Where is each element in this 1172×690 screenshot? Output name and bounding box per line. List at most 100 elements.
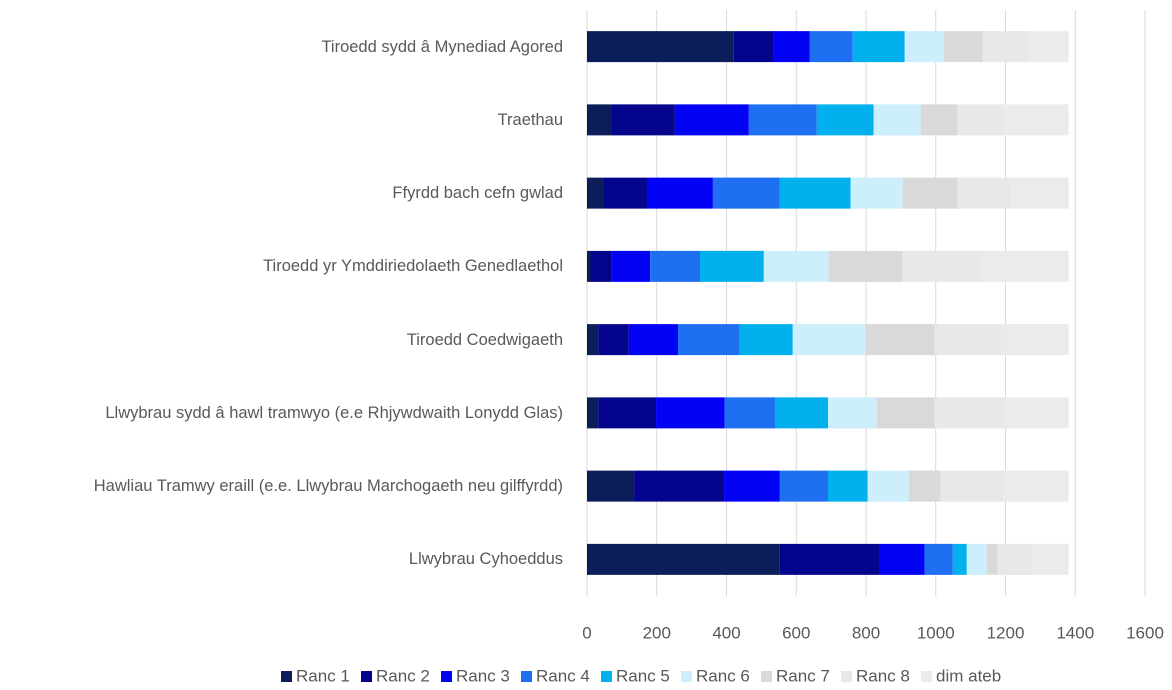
bar-segment — [1003, 104, 1069, 136]
category-label-box: Tiroedd Coedwigaeth — [0, 310, 563, 370]
x-tick-label: 1400 — [1056, 623, 1094, 642]
legend-label: Ranc 6 — [696, 666, 750, 685]
y-tick-label: Llwybrau Cyhoeddus — [408, 550, 563, 569]
bar-segment — [587, 397, 599, 429]
legend-swatch — [841, 671, 852, 682]
legend-swatch — [441, 671, 452, 682]
bar-segment — [1010, 177, 1069, 209]
bar-segment — [957, 104, 1004, 136]
bar-segment — [873, 104, 921, 136]
x-tick-label: 1600 — [1126, 623, 1164, 642]
y-tick-label: Hawliau Tramwy eraill (e.e. Llwybrau Mar… — [93, 477, 563, 496]
category-label-box: Llwybrau Cyhoeddus — [0, 529, 563, 589]
bar-segment — [678, 324, 740, 356]
bar-segment — [952, 543, 967, 575]
x-tick-label: 400 — [712, 623, 740, 642]
legend-swatch — [361, 671, 372, 682]
bar-segment — [879, 543, 925, 575]
bar-segment — [748, 104, 817, 136]
bar-segment — [957, 177, 1011, 209]
legend-label: dim ateb — [936, 666, 1001, 685]
bar-segment — [966, 543, 987, 575]
legend-swatch — [761, 671, 772, 682]
bar-segment — [628, 324, 679, 356]
legend-label: Ranc 3 — [456, 666, 510, 685]
y-tick-label: Llwybrau sydd â hawl tramwyo (e.e Rhjywd… — [105, 403, 563, 422]
y-tick-label: Tiroedd Coedwigaeth — [406, 330, 563, 349]
legend-label: Ranc 7 — [776, 666, 830, 685]
bar-segment — [603, 177, 647, 209]
legend-label: Ranc 1 — [296, 666, 350, 685]
bar-segment — [867, 470, 909, 502]
legend-label: Ranc 5 — [616, 666, 670, 685]
bar-segment — [656, 397, 725, 429]
bar-segment — [611, 104, 675, 136]
bar-segment — [852, 31, 905, 63]
bar-segment — [1028, 31, 1069, 63]
bar-segment — [982, 31, 1029, 63]
bar-segment — [809, 31, 853, 63]
bar-segment — [920, 104, 958, 136]
x-tick-label: 1000 — [917, 623, 955, 642]
bar-segment — [634, 470, 725, 502]
bar-segment — [816, 104, 874, 136]
bar-segment — [650, 250, 700, 282]
bar-segment — [876, 397, 935, 429]
bar-segment — [674, 104, 749, 136]
x-tick-label: 0 — [582, 623, 591, 642]
y-tick-label: Ffyrdd bach cefn gwlad — [392, 184, 563, 203]
bar-segment — [763, 250, 829, 282]
category-label-box: Tiroedd yr Ymddiriedolaeth Genedlaethol — [0, 236, 563, 296]
bar-segment — [598, 324, 629, 356]
category-label-box: Tiroedd sydd â Mynediad Agored — [0, 17, 563, 77]
bar-segment — [739, 324, 793, 356]
bar-segment — [940, 470, 1004, 502]
bar-segment — [587, 177, 604, 209]
bar-segment — [850, 177, 903, 209]
bar-segment — [934, 397, 1005, 429]
bar-segment — [792, 324, 866, 356]
bar-segment — [865, 324, 935, 356]
bar-segment — [590, 250, 612, 282]
bar-segment — [587, 324, 599, 356]
legend-swatch — [601, 671, 612, 682]
category-label-box: Traethau — [0, 90, 563, 150]
bar-segment — [1004, 397, 1069, 429]
bar-segment — [779, 543, 880, 575]
x-tick-label: 600 — [782, 623, 810, 642]
bar-segment — [587, 250, 591, 282]
category-label-box: Llwybrau sydd â hawl tramwyo (e.e Rhjywd… — [0, 383, 563, 443]
bar-segment — [587, 104, 612, 136]
bar-segment — [827, 397, 877, 429]
category-label-box: Ffyrdd bach cefn gwlad — [0, 163, 563, 223]
bar-segment — [774, 397, 828, 429]
bar-segment — [986, 543, 998, 575]
legend-swatch — [281, 671, 292, 682]
bar-segment — [924, 543, 953, 575]
x-tick-label: 800 — [852, 623, 880, 642]
bar-segment — [982, 250, 1069, 282]
legend-swatch — [921, 671, 932, 682]
bar-segment — [779, 177, 851, 209]
y-tick-label: Traethau — [497, 110, 563, 129]
bar-segment — [997, 543, 1033, 575]
bar-segment — [1000, 324, 1069, 356]
category-label-box: Hawliau Tramwy eraill (e.e. Llwybrau Mar… — [0, 456, 563, 516]
bar-segment — [712, 177, 780, 209]
bar-segment — [908, 470, 941, 502]
bar-segment — [724, 397, 775, 429]
bar-segment — [902, 250, 983, 282]
x-tick-label: 200 — [643, 623, 671, 642]
legend-label: Ranc 8 — [856, 666, 910, 685]
legend-label: Ranc 4 — [536, 666, 590, 685]
x-tick-label: 1200 — [987, 623, 1025, 642]
bar-segment — [828, 250, 903, 282]
bar-segment — [904, 31, 944, 63]
legend-swatch — [681, 671, 692, 682]
bar-segment — [902, 177, 958, 209]
bar-segment — [646, 177, 713, 209]
legend-label: Ranc 2 — [376, 666, 430, 685]
legend-swatch — [521, 671, 532, 682]
